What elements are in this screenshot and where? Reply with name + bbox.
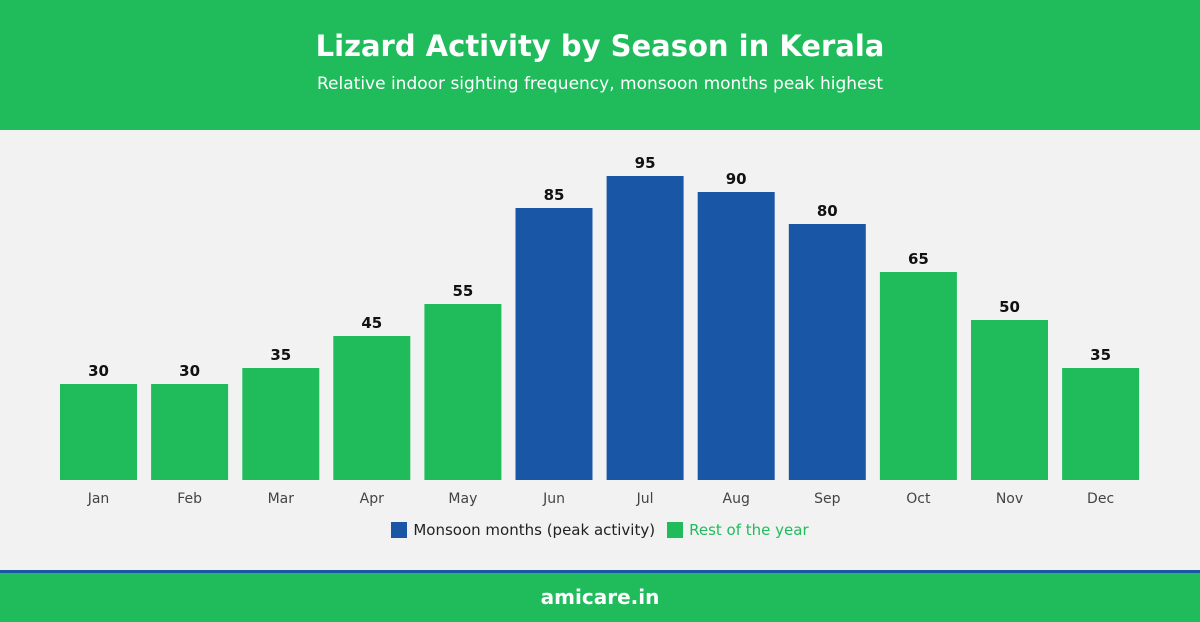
bar-may[interactable] (424, 304, 502, 480)
bar-jun[interactable] (515, 208, 593, 480)
bar-sep[interactable] (788, 224, 866, 480)
legend-item-rest: Rest of the year (667, 521, 809, 539)
bar-mar[interactable] (242, 368, 320, 480)
bar-jul[interactable] (606, 176, 684, 480)
x-tick-nov: Nov (996, 491, 1023, 507)
chart-title: Lizard Activity by Season in Kerala (315, 29, 885, 63)
bar-chart: 30 Jan 30 Feb 35 Mar 45 Apr 55 May 85 Jun 95 Jul 90 Aug… (60, 154, 1140, 507)
x-tick-aug: Aug (723, 491, 750, 507)
legend-swatch-monsoon (391, 522, 408, 538)
x-tick-jul: Jul (636, 491, 654, 507)
data-label-mar: 35 (270, 346, 291, 364)
footer-brand-text: amicare.in (540, 585, 660, 609)
footer-brand[interactable]: amicare.in (0, 573, 1200, 622)
bar-apr[interactable] (333, 336, 411, 480)
bar-jan[interactable] (60, 384, 137, 480)
chart-legend: Monsoon months (peak activity) Rest of t… (0, 519, 1200, 541)
data-label-jul: 95 (635, 154, 656, 172)
legend-item-monsoon: Monsoon months (peak activity) (391, 521, 655, 539)
chart-area: 30 Jan 30 Feb 35 Mar 45 Apr 55 May 85 Jun 95 Jul 90 Aug… (0, 130, 1200, 570)
chart-header: Lizard Activity by Season in Kerala Rela… (0, 0, 1200, 130)
data-label-aug: 90 (726, 170, 747, 188)
data-label-may: 55 (452, 282, 473, 300)
x-tick-sep: Sep (814, 491, 841, 507)
x-tick-may: May (448, 491, 477, 507)
x-tick-oct: Oct (906, 491, 931, 507)
x-tick-mar: Mar (268, 491, 295, 507)
data-label-feb: 30 (179, 362, 200, 380)
data-label-dec: 35 (1090, 346, 1111, 364)
data-label-jan: 30 (88, 362, 109, 380)
x-tick-apr: Apr (360, 491, 384, 507)
x-tick-feb: Feb (177, 491, 202, 507)
chart-subtitle: Relative indoor sighting frequency, mons… (317, 74, 883, 94)
bar-nov[interactable] (971, 320, 1048, 480)
legend-label-monsoon: Monsoon months (peak activity) (413, 521, 656, 539)
legend-label-rest: Rest of the year (689, 521, 809, 539)
data-label-apr: 45 (361, 314, 382, 332)
x-tick-jun: Jun (542, 491, 565, 507)
footer-divider (0, 570, 1200, 573)
bar-aug[interactable] (697, 192, 775, 480)
data-label-sep: 80 (817, 202, 838, 220)
data-label-nov: 50 (999, 298, 1020, 316)
bar-feb[interactable] (151, 384, 229, 480)
x-tick-jan: Jan (87, 491, 110, 507)
x-tick-dec: Dec (1087, 491, 1114, 507)
bar-oct[interactable] (879, 272, 957, 480)
data-label-oct: 65 (908, 250, 929, 268)
legend-swatch-rest (667, 522, 684, 538)
bar-dec[interactable] (1062, 368, 1140, 480)
data-label-jun: 85 (544, 186, 565, 204)
